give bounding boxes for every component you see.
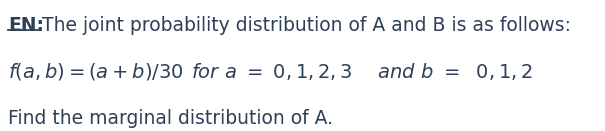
Text: The joint probability distribution of A and B is as follows:: The joint probability distribution of A … — [42, 16, 571, 35]
Text: $for\ a\ =\ 0, 1, 2, 3\ \ \ \ and\ b\ =\ \ 0, 1, 2$: $for\ a\ =\ 0, 1, 2, 3\ \ \ \ and\ b\ =\… — [191, 61, 533, 82]
Text: Find the marginal distribution of A.: Find the marginal distribution of A. — [8, 109, 333, 128]
Text: EN:: EN: — [8, 16, 44, 35]
Text: $f(a, b) = (a + b)/30$: $f(a, b) = (a + b)/30$ — [8, 61, 184, 82]
